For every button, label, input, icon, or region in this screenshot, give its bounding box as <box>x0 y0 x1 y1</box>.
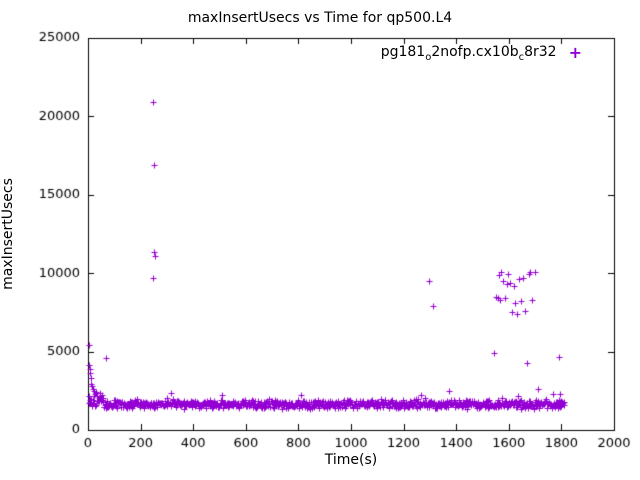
legend-series-label: pg181o2nofp.cx10bc8r32 <box>380 44 557 63</box>
plus-marker-icon: + <box>568 43 582 63</box>
legend: pg181o2nofp.cx10bc8r32 + <box>381 44 582 63</box>
y-axis-label: maxInsertUsecs <box>0 178 16 290</box>
x-axis-label: Time(s) <box>324 452 378 468</box>
chart-title: maxInsertUsecs vs Time for qp500.L4 <box>187 10 453 26</box>
